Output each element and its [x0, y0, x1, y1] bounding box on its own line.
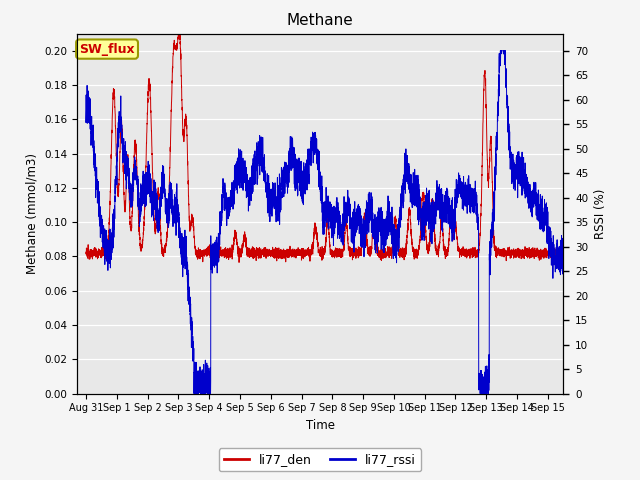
- Legend: li77_den, li77_rssi: li77_den, li77_rssi: [219, 448, 421, 471]
- X-axis label: Time: Time: [305, 419, 335, 432]
- Y-axis label: RSSI (%): RSSI (%): [594, 189, 607, 239]
- Title: Methane: Methane: [287, 13, 353, 28]
- Text: SW_flux: SW_flux: [79, 43, 135, 56]
- Y-axis label: Methane (mmol/m3): Methane (mmol/m3): [26, 153, 38, 274]
